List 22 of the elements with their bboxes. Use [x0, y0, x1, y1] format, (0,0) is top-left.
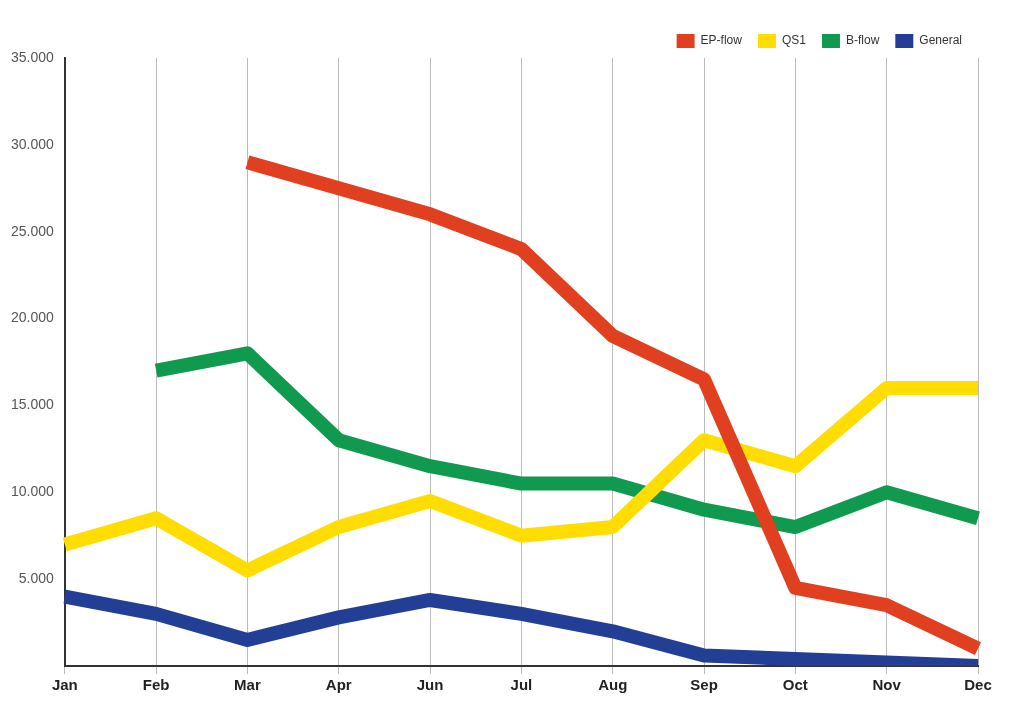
- y-tick-label: 25.000: [10, 222, 55, 239]
- x-tick-label: Mar: [234, 676, 261, 694]
- x-tick-label: Dec: [964, 676, 992, 694]
- legend-label: B-flow: [845, 33, 880, 48]
- legend-label: EP-flow: [700, 33, 743, 48]
- legend-label: QS1: [781, 33, 807, 48]
- x-tick-label: Feb: [142, 676, 170, 694]
- y-tick-label: 30.000: [10, 135, 55, 152]
- x-tick-label: Apr: [325, 676, 352, 694]
- x-tick-label: Jan: [51, 676, 78, 694]
- x-tick-label: Oct: [782, 676, 808, 694]
- x-tick-label: Jul: [510, 676, 533, 694]
- y-tick-label: 20.000: [10, 309, 55, 326]
- x-tick-label: Sep: [690, 676, 718, 694]
- y-tick-label: 10.000: [10, 483, 55, 500]
- y-tick-label: 35.000: [10, 48, 55, 65]
- y-tick-label: 15.000: [10, 396, 55, 413]
- legend-label: General: [919, 33, 963, 48]
- x-tick-label: Jun: [416, 676, 444, 694]
- y-tick-label: 5.000: [18, 570, 55, 586]
- x-tick-label: Aug: [598, 676, 628, 694]
- x-tick-label: Nov: [872, 676, 902, 694]
